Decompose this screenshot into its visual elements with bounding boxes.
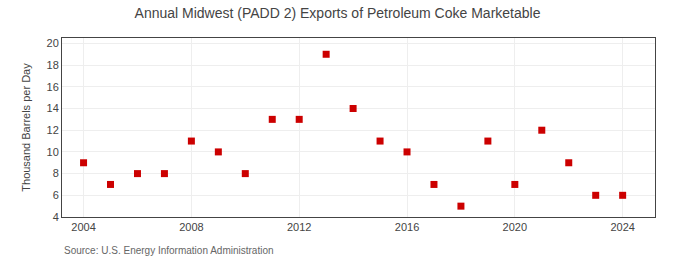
svg-text:4: 4 — [53, 211, 59, 223]
svg-text:18: 18 — [47, 59, 59, 71]
svg-text:2008: 2008 — [179, 221, 203, 233]
svg-text:Source: U.S. Energy Informatio: Source: U.S. Energy Information Administ… — [64, 245, 274, 256]
svg-text:10: 10 — [47, 146, 59, 158]
svg-text:12: 12 — [47, 124, 59, 136]
svg-text:Annual Midwest (PADD 2) Export: Annual Midwest (PADD 2) Exports of Petro… — [135, 5, 541, 21]
svg-text:20: 20 — [47, 37, 59, 49]
svg-text:2020: 2020 — [503, 221, 527, 233]
svg-text:2016: 2016 — [395, 221, 419, 233]
svg-text:Thousand Barrels per Day: Thousand Barrels per Day — [20, 63, 32, 192]
svg-text:16: 16 — [47, 81, 59, 93]
svg-text:14: 14 — [47, 102, 59, 114]
svg-text:8: 8 — [53, 167, 59, 179]
svg-text:6: 6 — [53, 189, 59, 201]
svg-text:2024: 2024 — [610, 221, 634, 233]
svg-text:2012: 2012 — [287, 221, 311, 233]
svg-text:2004: 2004 — [71, 221, 95, 233]
